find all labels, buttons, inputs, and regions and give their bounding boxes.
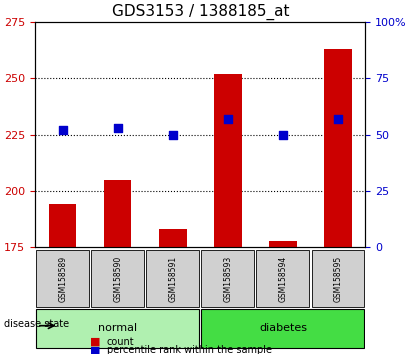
Text: ■: ■ (90, 337, 101, 347)
Text: GSM158590: GSM158590 (113, 256, 122, 302)
Text: GSM158594: GSM158594 (278, 256, 287, 302)
Text: normal: normal (98, 323, 137, 333)
Point (114, 125, 121, 131)
FancyBboxPatch shape (36, 309, 199, 348)
FancyBboxPatch shape (312, 250, 365, 307)
Text: GSM158589: GSM158589 (58, 256, 67, 302)
FancyBboxPatch shape (146, 250, 199, 307)
FancyBboxPatch shape (201, 309, 365, 348)
Point (169, 132, 176, 137)
Text: GSM158595: GSM158595 (333, 256, 342, 302)
Bar (324, 49, 352, 247)
FancyBboxPatch shape (256, 250, 309, 307)
Text: GSM158593: GSM158593 (223, 256, 232, 302)
Text: ■: ■ (90, 346, 101, 354)
FancyBboxPatch shape (36, 250, 89, 307)
FancyBboxPatch shape (201, 250, 254, 307)
Text: disease state: disease state (4, 319, 69, 329)
Point (335, 116, 341, 121)
Bar (49, 205, 76, 247)
Point (279, 132, 286, 137)
Bar (159, 229, 187, 247)
Text: diabetes: diabetes (259, 323, 307, 333)
Bar (214, 74, 242, 247)
Point (59, 127, 66, 133)
FancyBboxPatch shape (91, 250, 144, 307)
Text: percentile rank within the sample: percentile rank within the sample (107, 346, 272, 354)
Text: count: count (107, 337, 134, 347)
Point (224, 116, 231, 121)
Bar (269, 240, 297, 247)
Bar (104, 179, 132, 247)
Text: GSM158591: GSM158591 (168, 256, 177, 302)
Title: GDS3153 / 1388185_at: GDS3153 / 1388185_at (111, 4, 289, 21)
